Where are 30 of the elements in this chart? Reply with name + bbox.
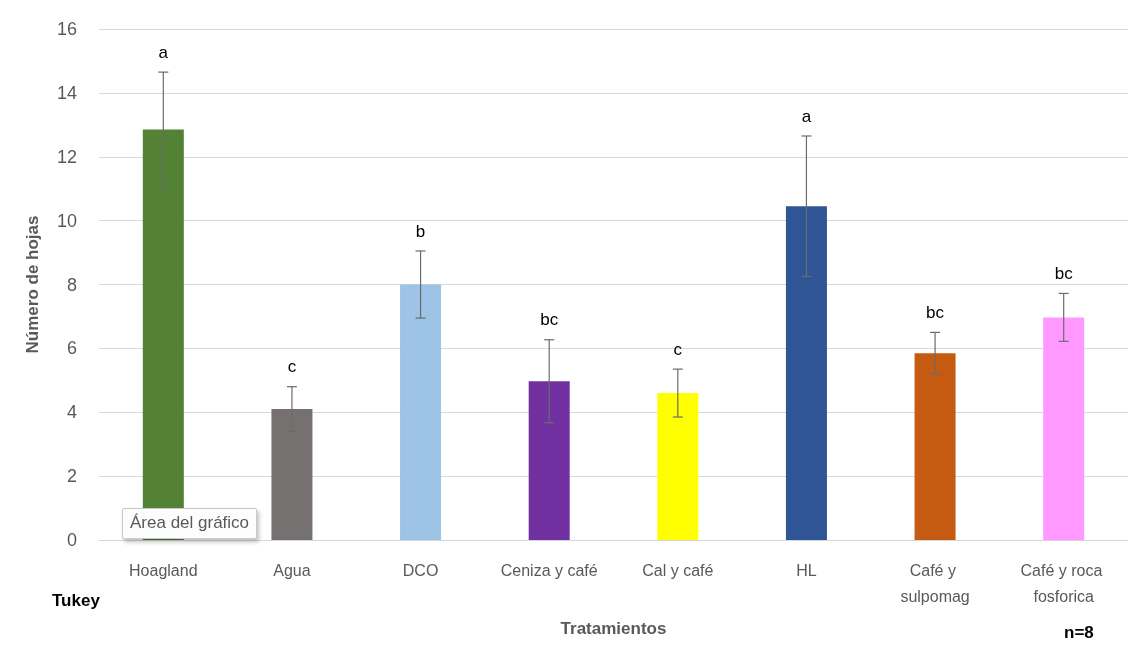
text: Tukey	[52, 591, 100, 611]
y-tick-label: 14	[56, 82, 77, 103]
annotation: a	[158, 42, 169, 63]
annotation: b	[415, 221, 426, 242]
y-tick-label: 10	[56, 210, 77, 231]
y-tick-label: 4	[66, 402, 77, 423]
y-tick-label: 12	[56, 146, 77, 167]
annotation: c	[287, 357, 297, 378]
annotation: bc	[1054, 264, 1073, 284]
x-tick-label: Ceniza y café	[500, 561, 598, 579]
x-tick-label: Hoagland	[129, 561, 198, 579]
x-axis-title: Tratamientos	[560, 619, 667, 638]
annotation: a	[801, 106, 812, 127]
annotation: Área del gráfico	[122, 508, 258, 539]
y-axis-title: Número de hojas	[23, 215, 42, 354]
x-tick-label: Café y sulpomag	[900, 561, 970, 605]
x-tick-label: Café y roca fosforica	[1020, 561, 1107, 605]
y-tick-label: 6	[66, 338, 77, 359]
y-tick-label: 2	[66, 466, 77, 487]
y-tick-label: 0	[66, 530, 77, 550]
x-tick-label: HL	[796, 561, 817, 579]
text: n=8	[1064, 623, 1094, 643]
x-tick-label: Cal y café	[642, 561, 714, 579]
y-tick-label: 8	[66, 274, 77, 295]
annotation: c	[673, 339, 683, 360]
x-tick-label: Agua	[273, 561, 311, 579]
x-tick-label: DCO	[402, 561, 439, 579]
annotation: bc	[926, 303, 945, 323]
y-tick-label: 16	[56, 19, 77, 39]
annotation: bc	[540, 310, 559, 331]
